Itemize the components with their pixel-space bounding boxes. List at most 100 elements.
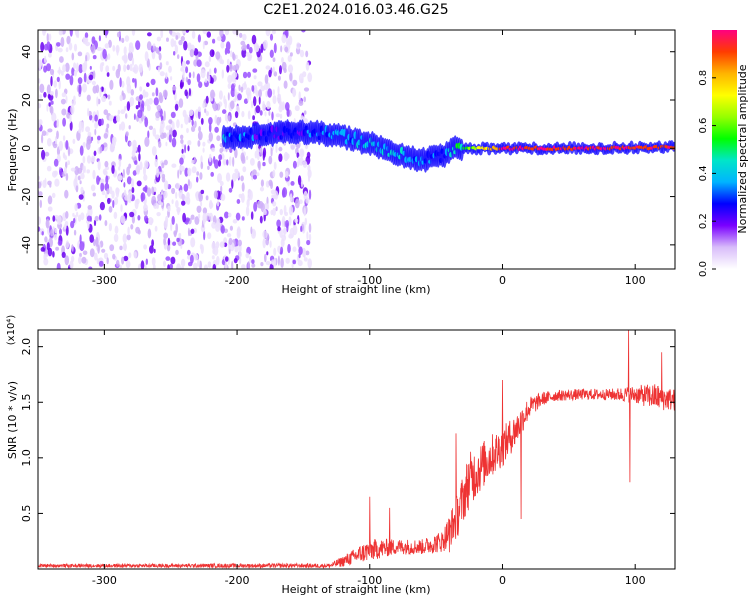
spectrogram-noise-cell — [182, 212, 187, 223]
spectrogram-noise-cell — [156, 212, 161, 217]
spectrogram-noise-cell — [224, 113, 228, 122]
spectrogram-noise-cell — [216, 255, 220, 266]
spectrogram-noise-cell — [303, 96, 307, 103]
spectrogram-noise-cell — [69, 75, 74, 86]
spectrogram-noise-cell — [140, 260, 145, 269]
spectrogram-noise-cell — [139, 86, 143, 92]
spectrogram-noise-cell — [113, 211, 118, 219]
spectrogram-noise-cell — [197, 131, 203, 141]
spectrogram-noise-cell — [211, 221, 217, 229]
spectrogram-noise-cell — [108, 223, 112, 232]
spectrogram-noise-cell — [193, 262, 198, 269]
spectrogram-noise-cell — [86, 169, 90, 174]
spectrogram-noise-cell — [165, 215, 169, 225]
spectrogram-noise-cell — [62, 135, 66, 141]
spectrogram-noise-cell — [154, 134, 160, 140]
spectrogram-noise-cell — [308, 175, 310, 183]
spectrogram-noise-cell — [292, 259, 296, 265]
spectrogram-noise-cell — [305, 61, 310, 71]
spectrogram-noise-cell — [289, 72, 293, 82]
spectrogram-noise-cell — [204, 108, 207, 114]
colorbar-tick-label: 0.0 — [698, 261, 709, 277]
spectrogram-noise-cell — [289, 52, 293, 57]
spectrogram-noise-cell — [270, 147, 273, 157]
spectrogram-noise-cell — [225, 41, 231, 51]
spectrogram-noise-cell — [253, 201, 258, 212]
spectrogram-noise-cell — [79, 241, 85, 252]
spectrogram-noise-cell — [165, 141, 168, 147]
spectrogram-noise-cell — [108, 206, 113, 213]
spectrogram-noise-cell — [229, 148, 233, 153]
spectrogram-noise-cell — [247, 71, 251, 78]
spectrogram-noise-cell — [212, 102, 218, 112]
spectrogram-noise-cell — [239, 32, 243, 38]
spectrogram-noise-cell — [302, 160, 308, 168]
spectrogram-noise-cell — [202, 141, 206, 147]
spectrogram-noise-cell — [194, 216, 200, 225]
spectrogram-noise-cell — [58, 80, 61, 90]
spectrogram-noise-cell — [60, 36, 65, 48]
spectrogram-noise-cell — [52, 141, 55, 146]
spectrogram-noise-cell — [247, 92, 250, 103]
spectrogram-noise-cell — [73, 70, 77, 77]
snr-frame — [37, 329, 676, 570]
spectrogram-noise-cell — [191, 119, 194, 127]
spectrogram-noise-cell — [180, 123, 183, 129]
spectrogram-noise-cell — [303, 207, 307, 217]
spectrogram-noise-cell — [113, 197, 119, 206]
spectrogram-noise-cell — [64, 62, 70, 73]
spectrogram-noise-cell — [242, 71, 248, 79]
spectrogram-noise-cell — [112, 253, 116, 260]
spectrogram-noise-cell — [46, 165, 52, 172]
spectrogram-noise-cell — [234, 88, 237, 98]
spectrogram-noise-cell — [236, 229, 241, 239]
spectrogram-noise-cell — [88, 74, 94, 81]
spectrogram-noise-cell — [148, 125, 153, 130]
spectrogram-noise-cell — [217, 173, 222, 183]
spectrogram-noise-cell — [124, 35, 130, 42]
spectrogram-noise-cell — [129, 211, 135, 218]
spectrogram-noise-cell — [167, 205, 171, 213]
spectrogram-noise-cell — [77, 175, 81, 181]
spectrogram-noise-cell — [241, 48, 247, 58]
spectrogram-noise-cell — [181, 143, 185, 148]
spectrogram-noise-cell — [181, 148, 184, 154]
spectrogram-noise-cell — [300, 225, 303, 233]
spectrogram-noise-cell — [223, 160, 226, 166]
spectrogram-noise-cell — [99, 62, 104, 73]
spectrogram-noise-cell — [158, 141, 162, 148]
spectrogram-noise-cell — [90, 44, 96, 54]
spectrogram-noise-cell — [211, 241, 216, 250]
spectrogram-noise-cell — [128, 190, 133, 201]
spectrogram-noise-cell — [308, 189, 312, 200]
colorbar-tick-label: 0.6 — [698, 118, 709, 134]
spectrogram-noise-cell — [103, 252, 109, 260]
spectrogram-noise-cell — [56, 121, 59, 128]
spectrogram-noise-cell — [266, 100, 271, 110]
spectrogram-noise-cell — [273, 161, 277, 170]
spectrogram-noise-cell — [279, 171, 284, 178]
spectrogram-noise-cell — [53, 80, 57, 88]
spectrogram-noise-cell — [197, 140, 201, 147]
spectrogram-noise-cell — [46, 84, 51, 95]
spectrogram-noise-cell — [82, 83, 87, 93]
spectrogram-noise-cell — [131, 215, 135, 224]
spectrogram-noise-cell — [215, 224, 221, 232]
spectrogram-noise-cell — [91, 80, 96, 86]
spectrogram-noise-cell — [103, 170, 108, 176]
spectrogram-noise-cell — [254, 43, 260, 53]
spectrogram-noise-cell — [91, 117, 95, 123]
spectrogram-noise-cell — [89, 248, 95, 258]
spectrogram-noise-cell — [71, 67, 75, 76]
spectrogram-noise-cell — [120, 109, 126, 114]
spectrogram-noise-cell — [39, 94, 43, 100]
spectrogram-noise-cell — [262, 151, 265, 161]
spectrogram-noise-cell — [262, 100, 265, 112]
spectrogram-noise-cell — [175, 249, 179, 256]
spectrogram-noise-cell — [152, 127, 157, 137]
spectrogram-noise-cell — [204, 78, 208, 83]
spectrogram-noise-cell — [205, 95, 209, 104]
spectrogram-noise-cell — [290, 181, 295, 186]
spectrogram-noise-cell — [188, 88, 191, 97]
spectrogram-noise-cell — [235, 54, 238, 60]
